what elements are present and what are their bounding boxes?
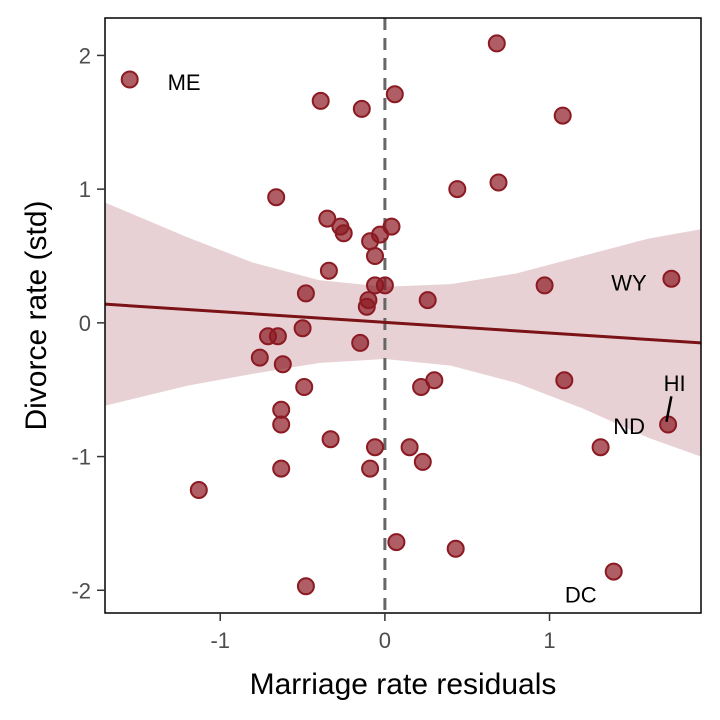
data-point	[604, 562, 623, 581]
x-tick-label: 0	[379, 628, 391, 653]
data-point	[268, 327, 287, 346]
data-point	[489, 173, 508, 192]
data-point	[382, 217, 401, 236]
data-point	[487, 34, 506, 53]
data-point	[311, 91, 330, 110]
data-point	[400, 438, 419, 457]
data-point	[189, 481, 208, 499]
points-layer	[120, 34, 681, 596]
data-point	[293, 319, 312, 338]
x-axis-ticks: -1 0 1	[210, 613, 556, 653]
plot-panel-border	[104, 17, 702, 614]
data-point	[250, 348, 269, 367]
point-label-me: ME	[168, 70, 201, 95]
x-tick-label: 1	[543, 628, 555, 653]
y-tick-label: -1	[71, 445, 91, 470]
data-point	[366, 438, 384, 457]
data-point	[357, 297, 376, 316]
y-tick-label: -2	[71, 578, 91, 603]
data-point	[375, 276, 394, 295]
data-point	[535, 276, 554, 295]
data-point	[296, 577, 315, 596]
point-label-nd: ND	[613, 414, 645, 439]
data-point	[418, 291, 437, 310]
y-tick-label: 1	[79, 177, 91, 202]
x-tick-label: -1	[210, 628, 230, 653]
data-point	[446, 539, 465, 558]
data-point	[267, 188, 286, 207]
fit-line-layer	[105, 302, 701, 345]
data-point	[272, 459, 291, 478]
data-point	[321, 430, 340, 449]
y-tick-label: 0	[79, 311, 91, 336]
y-axis-ticks: -2 -1 0 1 2	[71, 43, 105, 603]
connector-layer	[665, 396, 673, 423]
label-connector	[665, 396, 673, 423]
data-point	[662, 269, 681, 288]
data-point	[361, 459, 380, 478]
data-point	[352, 99, 371, 118]
data-point	[272, 415, 291, 434]
data-point	[385, 85, 404, 104]
data-point	[553, 106, 572, 125]
data-point	[555, 371, 574, 390]
data-point	[591, 438, 610, 457]
point-label-dc: DC	[565, 582, 597, 607]
data-point	[319, 261, 338, 280]
point-label-hi: HI	[664, 371, 686, 396]
annotation-layer: ME WY HI ND DC	[168, 70, 686, 607]
data-point	[351, 333, 370, 352]
data-point	[366, 247, 384, 265]
x-axis-title: Marriage rate residuals	[250, 668, 557, 701]
data-point	[412, 378, 431, 396]
data-point	[387, 533, 406, 552]
y-tick-label: 2	[79, 43, 91, 68]
data-point	[295, 378, 314, 396]
y-axis-title: Divorce rate (std)	[20, 200, 53, 430]
confidence-band	[105, 202, 701, 457]
data-point	[334, 224, 353, 243]
data-point	[273, 355, 292, 374]
point-label-wy: WY	[611, 271, 647, 296]
data-point	[120, 70, 139, 89]
data-point	[413, 452, 432, 471]
data-point	[272, 400, 291, 419]
confidence-band-layer	[105, 202, 701, 457]
data-point	[318, 209, 337, 228]
data-point	[448, 180, 467, 199]
data-point	[296, 284, 315, 303]
regression-line	[105, 302, 701, 345]
